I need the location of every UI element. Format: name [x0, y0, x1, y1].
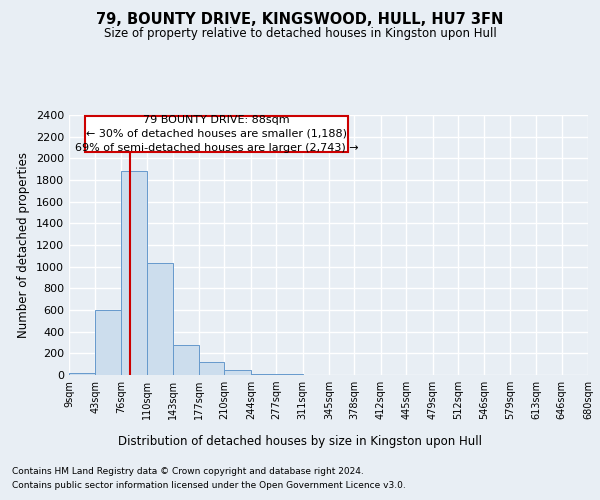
Text: 79 BOUNTY DRIVE: 88sqm
← 30% of detached houses are smaller (1,188)
69% of semi-: 79 BOUNTY DRIVE: 88sqm ← 30% of detached… — [75, 115, 359, 153]
FancyBboxPatch shape — [85, 116, 348, 152]
Bar — [173, 344, 199, 375]
Bar — [276, 374, 302, 375]
Bar — [95, 310, 121, 375]
Bar — [199, 362, 224, 375]
Text: Contains public sector information licensed under the Open Government Licence v3: Contains public sector information licen… — [12, 481, 406, 490]
Text: Size of property relative to detached houses in Kingston upon Hull: Size of property relative to detached ho… — [104, 28, 496, 40]
Text: 79, BOUNTY DRIVE, KINGSWOOD, HULL, HU7 3FN: 79, BOUNTY DRIVE, KINGSWOOD, HULL, HU7 3… — [97, 12, 503, 28]
Bar — [121, 172, 147, 375]
Bar — [224, 370, 251, 375]
Y-axis label: Number of detached properties: Number of detached properties — [17, 152, 31, 338]
Text: Distribution of detached houses by size in Kingston upon Hull: Distribution of detached houses by size … — [118, 435, 482, 448]
Text: Contains HM Land Registry data © Crown copyright and database right 2024.: Contains HM Land Registry data © Crown c… — [12, 468, 364, 476]
Bar — [147, 264, 173, 375]
Bar — [69, 373, 95, 375]
Bar — [251, 374, 276, 375]
